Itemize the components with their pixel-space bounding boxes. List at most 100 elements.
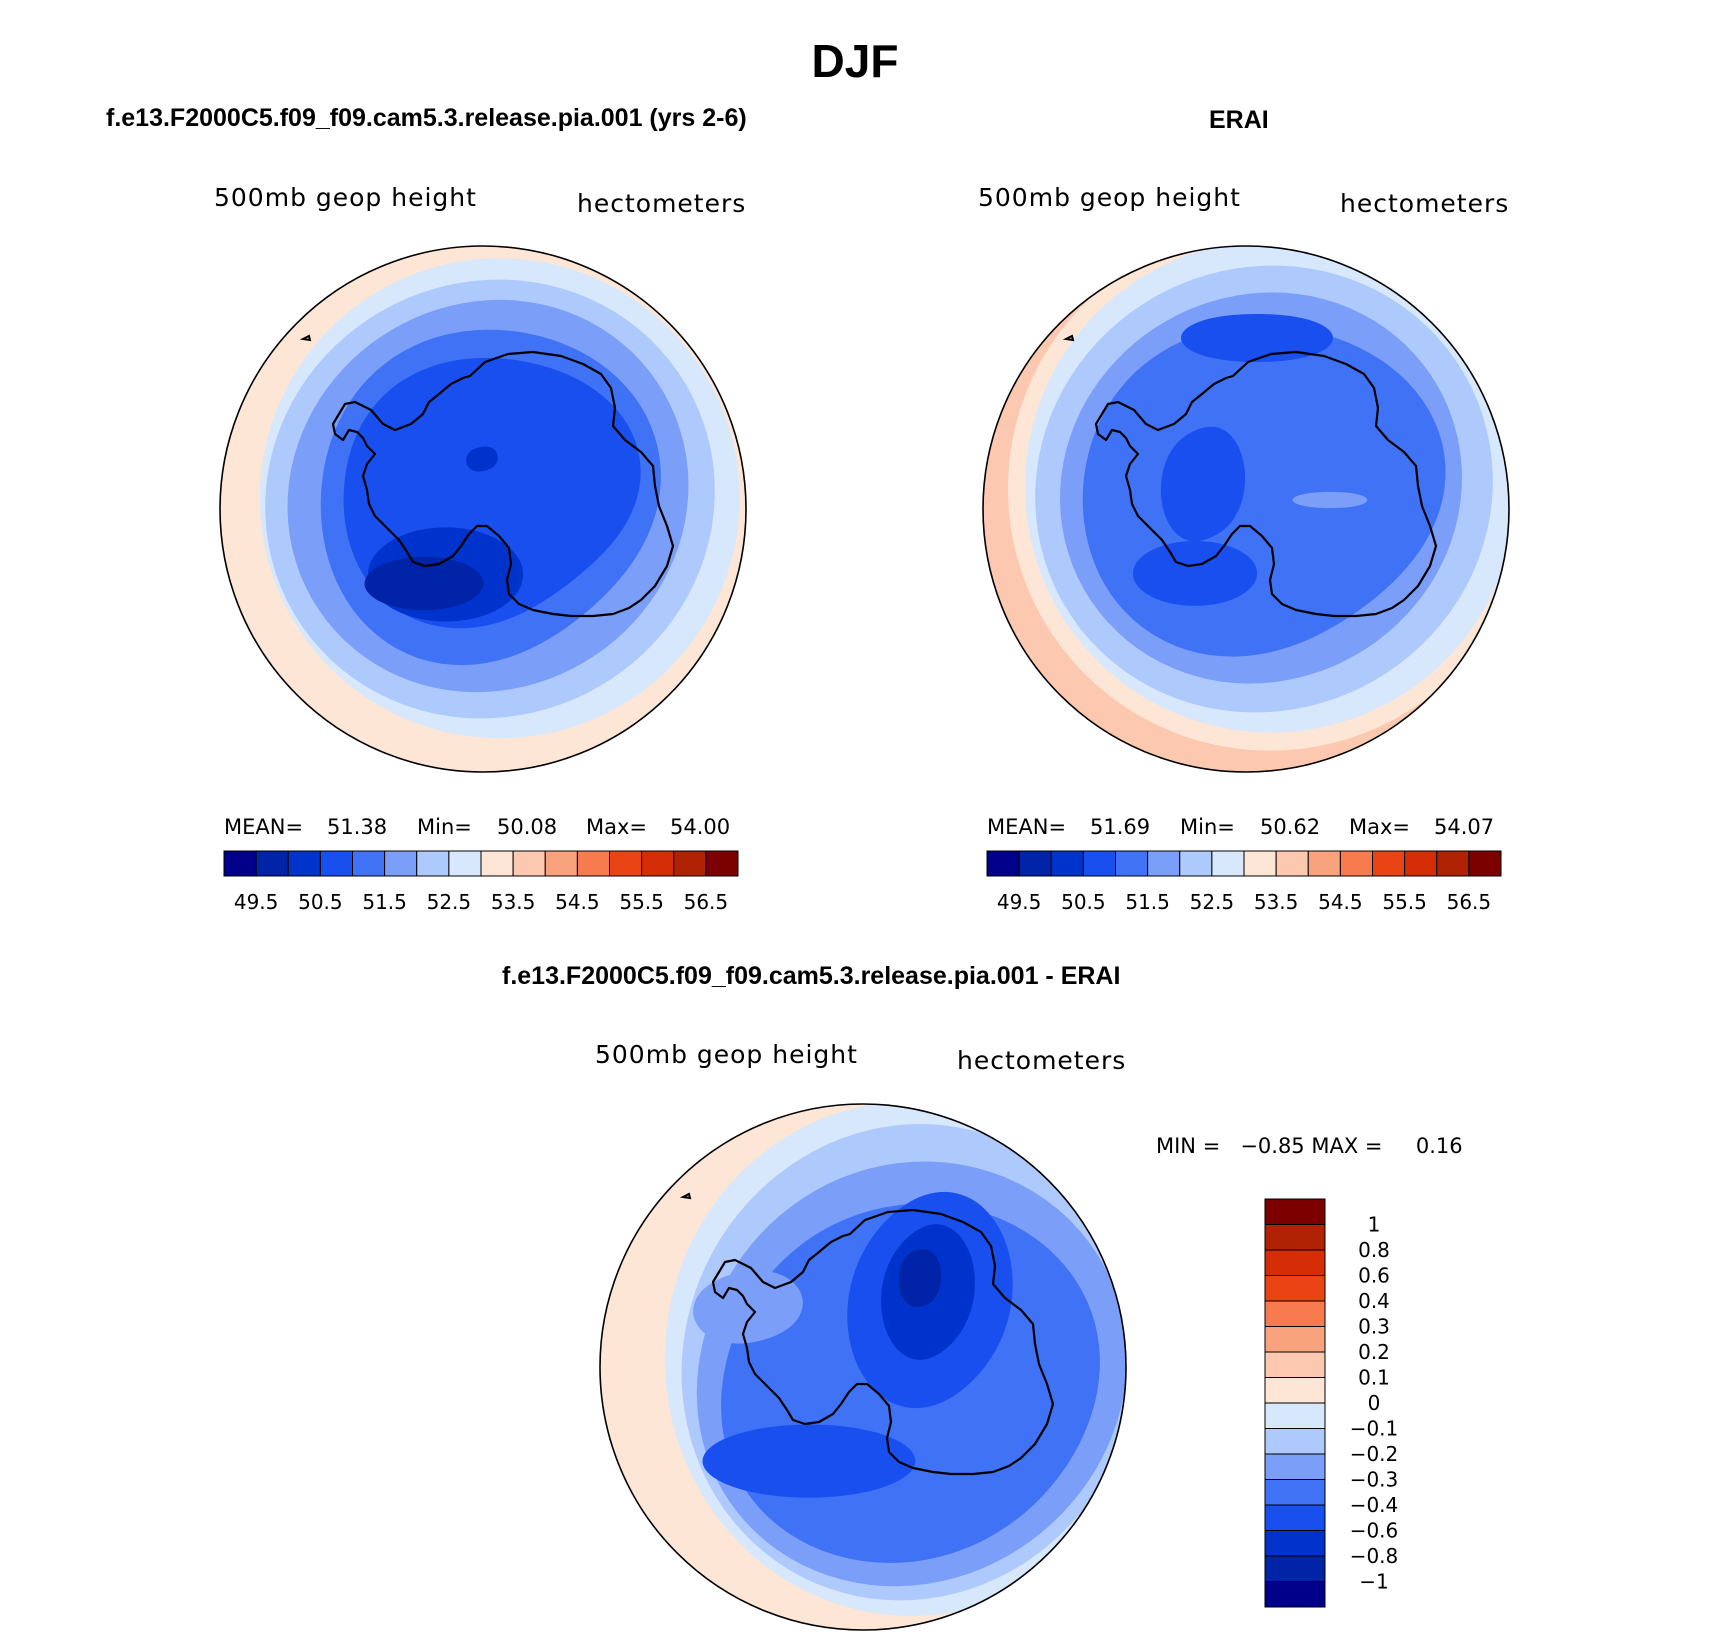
model-colorbar-box-4: [352, 850, 386, 877]
model-mean-label: MEAN=: [224, 815, 304, 839]
diff-colorbar-box-7: [1264, 1377, 1326, 1404]
obs-colorbar-box-11: [1339, 850, 1373, 877]
diff-colorbar-tick-label: −0.2: [1350, 1442, 1399, 1466]
obs-colorbar-tick-label: 54.5: [1318, 890, 1363, 914]
obs-colorbar-box-4: [1115, 850, 1149, 877]
diff-colorbar-tick-label: 0.6: [1358, 1264, 1390, 1288]
obs-min-value: 50.62: [1260, 815, 1321, 839]
obs-colorbar-box-10: [1307, 850, 1341, 877]
obs-colorbar-tick-label: 52.5: [1190, 890, 1235, 914]
obs-colorbar-box-13: [1404, 850, 1438, 877]
obs-contour-fill: [983, 246, 1509, 772]
diff-colorbar-box-14: [1264, 1555, 1326, 1582]
diff-colorbar-tick-label: 0.1: [1358, 1366, 1390, 1390]
diff-panel-title: f.e13.F2000C5.f09_f09.cam5.3.release.pia…: [502, 962, 1121, 990]
diff-colorbar-tick-label: 1: [1368, 1213, 1381, 1237]
model-colorbar: 49.5 50.5 51.5 52.5 53.5 54.5 55.5 56.5: [223, 850, 739, 914]
diff-colorbar: 10.80.60.40.30.20.10−0.1−0.2−0.3−0.4−0.6…: [1264, 1198, 1399, 1608]
model-colorbar-tick-label: 52.5: [427, 890, 472, 914]
diff-colorbar-box-6: [1264, 1351, 1326, 1378]
diff-variable-label: 500mb geop height: [595, 1040, 858, 1069]
diff-colorbar-tick-label: 0.3: [1358, 1315, 1390, 1339]
obs-contour-spot-3: [1292, 491, 1368, 509]
model-colorbar-box-9: [512, 850, 546, 877]
diff-contour-spot-4: [702, 1424, 916, 1498]
obs-contour-spot-2: [1132, 541, 1258, 606]
diff-colorbar-box-13: [1264, 1530, 1326, 1557]
obs-panel-title: ERAI: [1209, 106, 1269, 134]
diff-colorbar-box-5: [1264, 1326, 1326, 1353]
obs-colorbar-tick-label: 56.5: [1447, 890, 1492, 914]
diff-colorbar-tick-label: 0: [1368, 1391, 1381, 1415]
diff-contour-spot-3: [898, 1249, 942, 1307]
model-colorbar-tick-label: 54.5: [555, 890, 600, 914]
obs-colorbar-tick-label: 51.5: [1125, 890, 1170, 914]
diff-colorbar-box-12: [1264, 1504, 1326, 1531]
obs-mean-label: MEAN=: [987, 815, 1067, 839]
diff-colorbar-box-15: [1264, 1581, 1326, 1608]
model-max-value: 54.00: [670, 815, 731, 839]
model-colorbar-tick-label: 55.5: [619, 890, 664, 914]
model-colorbar-tick-label: 49.5: [234, 890, 279, 914]
diff-antarctica-coastline: [711, 1208, 1055, 1476]
obs-colorbar-box-15: [1468, 850, 1502, 877]
diff-colorbar-tick-label: −0.3: [1350, 1468, 1399, 1492]
model-colorbar-box-1: [255, 850, 289, 877]
diff-colorbar-tick-label: 0.2: [1358, 1340, 1390, 1364]
obs-colorbar-tick-label: 49.5: [997, 890, 1042, 914]
diff-colorbar-tick-label: −0.1: [1350, 1417, 1399, 1441]
obs-map-border: [982, 245, 1510, 773]
diff-unit-label: hectometers: [957, 1046, 1127, 1075]
model-colorbar-tick-label: 50.5: [298, 890, 343, 914]
figure-title: DJF: [811, 35, 899, 87]
diff-colorbar-box-11: [1264, 1479, 1326, 1506]
model-panel-title: f.e13.F2000C5.f09_f09.cam5.3.release.pia…: [106, 104, 747, 132]
model-colorbar-box-6: [416, 850, 450, 877]
model-variable-label: 500mb geop height: [214, 183, 477, 212]
diff-colorbar-box-4: [1264, 1300, 1326, 1327]
model-colorbar-box-15: [705, 850, 739, 877]
diff-min-max-text: MIN = −0.85 MAX = 0.16: [1156, 1134, 1463, 1158]
model-min-value: 50.08: [497, 815, 558, 839]
model-colorbar-box-2: [287, 850, 321, 877]
model-colorbar-box-12: [609, 850, 643, 877]
model-max-label: Max=: [586, 815, 648, 839]
diff-colorbar-box-10: [1264, 1453, 1326, 1480]
model-min-label: Min=: [417, 815, 472, 839]
obs-mean-value: 51.69: [1090, 815, 1151, 839]
obs-colorbar-tick-label: 53.5: [1254, 890, 1299, 914]
diff-colorbar-tick-label: −1: [1359, 1570, 1388, 1594]
model-polar-map: [219, 245, 747, 773]
model-colorbar-tick-label: 51.5: [362, 890, 407, 914]
obs-polar-map: [982, 245, 1510, 773]
obs-colorbar-box-3: [1082, 850, 1116, 877]
obs-colorbar-box-7: [1211, 850, 1245, 877]
obs-max-value: 54.07: [1434, 815, 1495, 839]
model-contour-fill: [220, 246, 746, 772]
model-contour-spot-2: [466, 446, 498, 472]
obs-colorbar-box-9: [1275, 850, 1309, 877]
obs-variable-label: 500mb geop height: [978, 183, 1241, 212]
model-unit-label: hectometers: [577, 189, 747, 218]
obs-colorbar-box-2: [1050, 850, 1084, 877]
model-colorbar-box-3: [319, 850, 353, 877]
diff-contour-fill: [600, 1104, 1126, 1630]
obs-colorbar-box-5: [1147, 850, 1181, 877]
obs-min-label: Min=: [1180, 815, 1235, 839]
model-colorbar-tick-label: 56.5: [684, 890, 729, 914]
diff-colorbar-box-3: [1264, 1275, 1326, 1302]
obs-colorbar-box-12: [1372, 850, 1406, 877]
obs-colorbar-box-1: [1018, 850, 1052, 877]
diff-colorbar-box-1: [1264, 1224, 1326, 1251]
model-colorbar-tick-label: 53.5: [491, 890, 536, 914]
model-map-border: [219, 245, 747, 773]
obs-colorbar-box-8: [1243, 850, 1277, 877]
obs-colorbar-tick-label: 55.5: [1382, 890, 1427, 914]
obs-contour-spot-0: [1181, 314, 1333, 362]
model-colorbar-box-5: [384, 850, 418, 877]
model-mean-value: 51.38: [327, 815, 388, 839]
obs-antarctica-coastline: [1094, 350, 1438, 618]
obs-unit-label: hectometers: [1340, 189, 1510, 218]
model-contour-spot-1: [364, 556, 484, 611]
diff-polar-map: [599, 1103, 1127, 1631]
